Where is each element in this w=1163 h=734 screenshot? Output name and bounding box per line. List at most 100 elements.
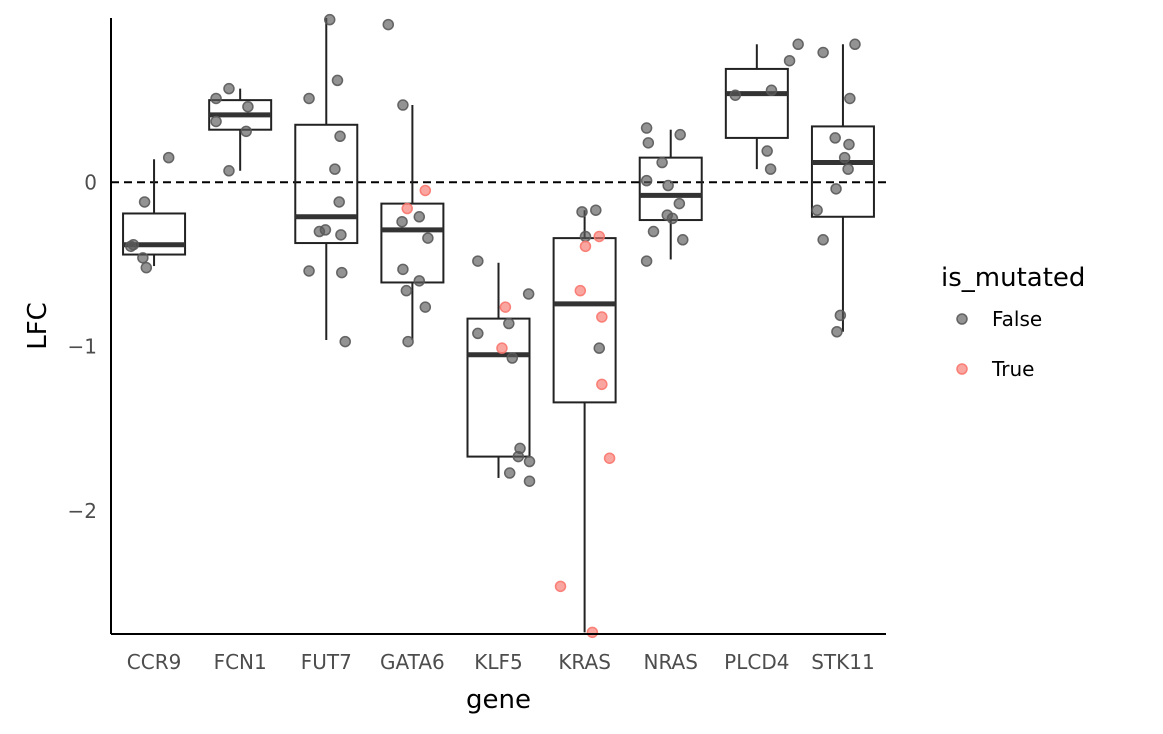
data-point-klf5 <box>472 327 484 340</box>
data-point-nras <box>640 255 653 267</box>
data-point-fcn1 <box>242 100 254 113</box>
data-point-fut7 <box>335 229 347 241</box>
data-point-gata6 <box>419 301 432 313</box>
data-point-stk11 <box>829 132 841 144</box>
box-gata6 <box>380 105 445 340</box>
data-point-gata6 <box>382 18 395 31</box>
data-point-plcd4 <box>783 54 796 67</box>
data-point-nras <box>640 122 653 134</box>
data-point-gata6 <box>400 284 413 297</box>
data-point-fut7 <box>329 163 341 175</box>
data-point-gata6 <box>397 263 409 276</box>
data-point-fut7 <box>336 266 348 279</box>
legend-swatch-false <box>956 313 968 325</box>
data-point-kras <box>554 580 567 593</box>
data-point-kras <box>596 311 608 323</box>
data-point-stk11 <box>817 46 829 59</box>
data-point-stk11 <box>842 163 854 175</box>
data-point-kras <box>593 230 605 243</box>
data-point-klf5 <box>523 475 536 487</box>
legend-label-true: True <box>991 357 1034 381</box>
data-point-ccr9 <box>138 196 151 208</box>
data-point-klf5 <box>503 317 515 330</box>
box-iqr <box>724 67 789 139</box>
data-point-fut7 <box>323 13 336 26</box>
data-point-stk11 <box>844 92 856 105</box>
data-point-plcd4 <box>765 84 778 97</box>
data-point-gata6 <box>397 99 409 111</box>
data-point-gata6 <box>401 202 413 215</box>
box-klf5 <box>466 262 531 478</box>
legend-title: is_mutated <box>941 263 1085 293</box>
data-point-fut7 <box>319 224 332 236</box>
data-point-kras <box>603 452 616 464</box>
box-iqr <box>122 212 187 256</box>
data-point-klf5 <box>496 342 508 354</box>
data-point-ccr9 <box>162 151 175 164</box>
box-iqr <box>466 317 531 458</box>
data-point-kras <box>586 626 599 639</box>
data-point-gata6 <box>402 335 414 348</box>
data-point-fcn1 <box>210 92 222 105</box>
data-point-kras <box>576 206 588 218</box>
data-point-klf5 <box>523 455 536 468</box>
data-point-fut7 <box>333 196 345 208</box>
x-tick-label: PLCD4 <box>724 650 789 674</box>
data-point-nras <box>642 137 655 149</box>
y-tick-label: −2 <box>68 499 97 523</box>
data-point-klf5 <box>522 288 535 300</box>
y-tick-label: 0 <box>84 170 97 194</box>
data-point-gata6 <box>413 275 426 287</box>
data-point-fcn1 <box>210 115 222 128</box>
y-axis-title: LFC <box>23 302 53 350</box>
x-tick-label: FCN1 <box>214 650 267 674</box>
data-point-fut7 <box>339 335 351 348</box>
x-tick-label: GATA6 <box>380 650 445 674</box>
box-plcd4 <box>724 44 789 170</box>
data-point-nras <box>640 174 653 187</box>
data-point-nras <box>662 179 674 192</box>
data-point-plcd4 <box>729 89 742 101</box>
data-point-klf5 <box>503 467 516 479</box>
data-point-kras <box>596 378 608 391</box>
x-tick-label: KLF5 <box>474 650 523 674</box>
box-iqr <box>380 202 445 284</box>
box-nras <box>638 129 703 260</box>
data-point-stk11 <box>830 183 842 195</box>
data-point-nras <box>656 156 668 169</box>
data-point-fut7 <box>303 92 315 105</box>
data-point-plcd4 <box>761 145 773 157</box>
data-point-nras <box>647 225 660 238</box>
data-point-ccr9 <box>140 261 153 274</box>
box-fcn1 <box>208 88 273 171</box>
data-point-nras <box>677 234 689 246</box>
box-iqr <box>294 123 359 245</box>
data-point-stk11 <box>849 38 861 51</box>
data-point-kras <box>574 284 587 297</box>
legend-swatch-true <box>956 363 968 375</box>
x-axis-title: gene <box>466 685 531 715</box>
data-point-stk11 <box>834 309 847 322</box>
data-point-stk11 <box>843 138 855 151</box>
data-point-ccr9 <box>127 238 140 251</box>
legend-label-false: False <box>992 307 1042 331</box>
box-kras <box>552 210 617 633</box>
y-tick-label: −1 <box>68 335 97 359</box>
data-point-kras <box>590 204 602 216</box>
data-point-stk11 <box>811 204 823 216</box>
axes: −2 −1 0 CCR9 FCN1 FUT7 GATA6 KLF5 KRAS NRAS PLCD4… <box>23 18 886 715</box>
data-point-klf5 <box>512 450 525 463</box>
data-point-stk11 <box>817 234 829 246</box>
data-point-kras <box>593 342 605 354</box>
data-point-fut7 <box>334 130 346 143</box>
box-fut7 <box>294 18 359 340</box>
data-point-gata6 <box>422 232 434 244</box>
data-point-plcd4 <box>764 163 777 175</box>
data-point-kras <box>579 240 592 253</box>
x-tick-label: CCR9 <box>127 650 182 674</box>
y-tick-labels: −2 −1 0 <box>68 170 97 523</box>
data-point-klf5 <box>506 352 519 364</box>
data-point-stk11 <box>831 325 843 338</box>
box-iqr <box>810 125 875 218</box>
